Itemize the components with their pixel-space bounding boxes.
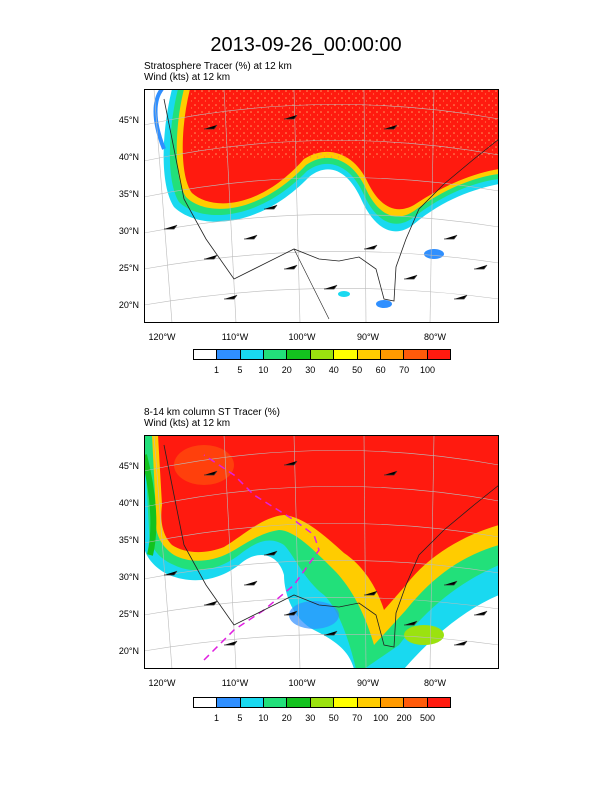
colorbar-swatch (217, 350, 241, 359)
colorbar-tick-label: 40 (328, 365, 339, 375)
colorbar-swatch (194, 698, 218, 707)
colorbar-swatch (310, 698, 335, 707)
lat-label-25-p2: 25°N (118, 609, 139, 619)
colorbar-swatch (264, 698, 288, 707)
lat-label-45: 45°N (118, 115, 139, 125)
lat-label-20: 20°N (118, 300, 139, 310)
lat-label-45-p2: 45°N (118, 461, 139, 471)
lon-label-80w: 80°W (423, 332, 447, 342)
panel-1-map (144, 89, 499, 323)
lat-label-35-p2: 35°N (118, 535, 139, 545)
colorbar-tick-label: 70 (352, 713, 363, 723)
colorbar-1 (193, 349, 451, 360)
lat-label-25: 25°N (118, 263, 139, 273)
colorbar-swatch (404, 698, 428, 707)
panel-1-subtitle: Stratosphere Tracer (%) at 12 km Wind (k… (144, 61, 292, 83)
coastline (163, 98, 499, 302)
colorbar-tick-label: 30 (305, 365, 316, 375)
colorbar-swatch (404, 350, 428, 359)
colorbar-tick-label: 10 (258, 713, 269, 723)
colorbar-2 (193, 697, 451, 708)
colorbar-swatch (357, 350, 381, 359)
colorbar-tick-label: 20 (281, 713, 292, 723)
page-title: 2013-09-26_00:00:00 (210, 34, 402, 56)
lat-label-35: 35°N (118, 189, 139, 199)
panel-1-subtitle-line1: Stratosphere Tracer (%) at 12 km (144, 61, 292, 72)
colorbar-tick-label: 5 (237, 713, 243, 723)
colorbar-swatch (380, 698, 405, 707)
lon-label-80w-p2: 80°W (423, 678, 447, 688)
colorbar-swatch (217, 698, 241, 707)
colorbar-swatch (240, 698, 265, 707)
panel-2-map (144, 435, 499, 669)
colorbar-tick-label: 1 (213, 365, 219, 375)
colorbar-tick-label: 100 (420, 365, 436, 375)
lon-label-110w: 110°W (221, 332, 249, 342)
colorbar-swatch (264, 350, 288, 359)
colorbar-swatch (287, 350, 311, 359)
colorbar-tick-label: 100 (373, 713, 389, 723)
coastline-2 (163, 444, 499, 648)
colorbar-swatch (310, 350, 335, 359)
lon-label-110w-p2: 110°W (221, 678, 249, 688)
lon-label-100w-p2: 100°W (288, 678, 316, 688)
lat-label-40: 40°N (118, 152, 139, 162)
colorbar-tick-label: 5 (237, 365, 243, 375)
colorbar-tick-label: 50 (328, 713, 339, 723)
colorbar-swatch (427, 350, 450, 359)
colorbar-tick-label: 20 (281, 365, 292, 375)
lat-label-40-p2: 40°N (118, 498, 139, 508)
colorbar-tick-label: 30 (305, 713, 316, 723)
colorbar-tick-label: 500 (420, 713, 436, 723)
colorbar-swatch (334, 350, 358, 359)
colorbar-swatch (427, 698, 450, 707)
colorbar-tick-label: 200 (396, 713, 412, 723)
lat-label-30: 30°N (118, 226, 139, 236)
lon-label-120w: 120°W (148, 332, 176, 342)
colorbar-swatch (380, 350, 405, 359)
panel-2-subtitle: 8-14 km column ST Tracer (%) Wind (kts) … (144, 407, 280, 429)
colorbar-swatch (357, 698, 381, 707)
colorbar-swatch (287, 698, 311, 707)
lat-label-30-p2: 30°N (118, 572, 139, 582)
colorbar-tick-label: 1 (213, 713, 219, 723)
colorbar-tick-label: 10 (258, 365, 269, 375)
panel-2-subtitle-line1: 8-14 km column ST Tracer (%) (144, 407, 280, 418)
lon-label-100w: 100°W (288, 332, 316, 342)
colorbar-tick-label: 50 (352, 365, 363, 375)
colorbar-swatch (240, 350, 265, 359)
colorbar-tick-label: 60 (375, 365, 386, 375)
lon-label-120w-p2: 120°W (148, 678, 176, 688)
panel-1-subtitle-line2: Wind (kts) at 12 km (144, 72, 231, 83)
lon-label-90w-p2: 90°W (356, 678, 380, 688)
lon-label-90w: 90°W (356, 332, 380, 342)
colorbar-swatch (334, 698, 358, 707)
magenta-contour (203, 454, 320, 661)
lat-label-20-p2: 20°N (118, 646, 139, 656)
colorbar-swatch (194, 350, 218, 359)
panel-2-subtitle-line2: Wind (kts) at 12 km (144, 418, 231, 429)
colorbar-tick-label: 70 (399, 365, 410, 375)
